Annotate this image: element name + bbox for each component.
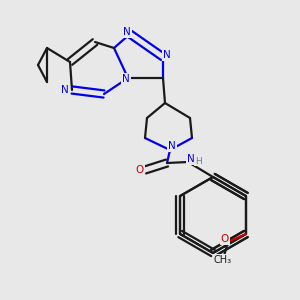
Text: N: N (187, 154, 195, 164)
Text: N: N (168, 141, 176, 151)
Text: N: N (122, 74, 130, 84)
Text: CH₃: CH₃ (214, 255, 232, 265)
Text: N: N (61, 85, 69, 95)
Text: O: O (136, 165, 144, 175)
Text: N: N (123, 27, 131, 37)
Text: N: N (163, 50, 171, 60)
Text: H: H (195, 157, 201, 166)
Text: O: O (221, 234, 229, 244)
